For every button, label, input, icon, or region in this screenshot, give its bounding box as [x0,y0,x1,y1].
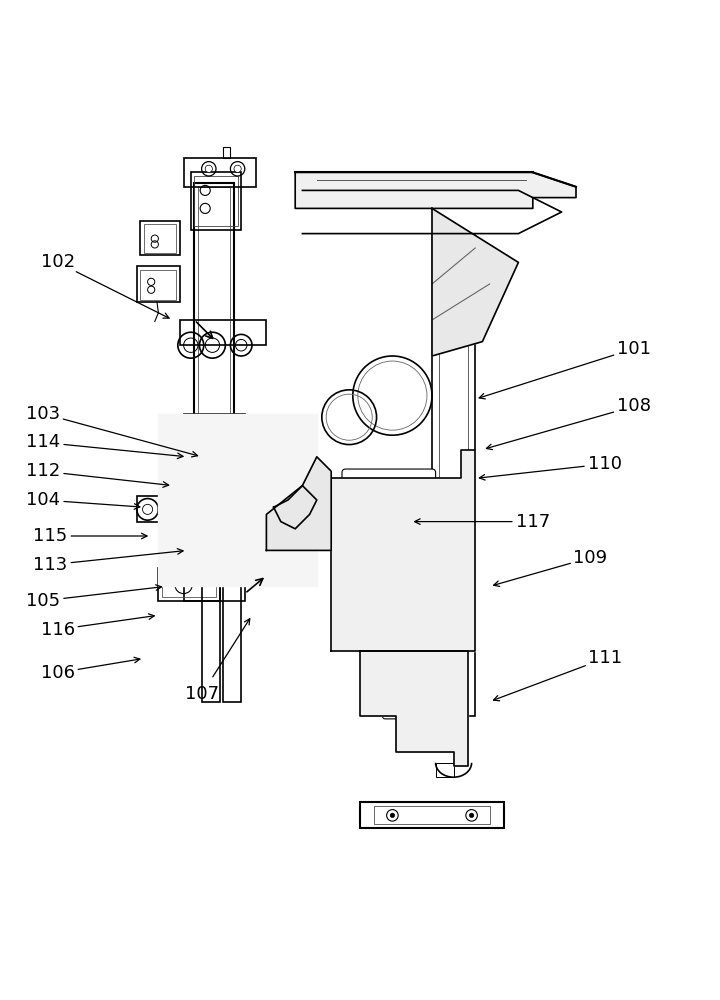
Circle shape [204,478,213,486]
Bar [191,172,241,230]
Circle shape [189,506,199,516]
Bar [140,221,180,255]
Bar [223,147,230,158]
Polygon shape [158,414,317,586]
Bar [216,417,274,468]
Polygon shape [302,190,562,234]
Text: 117: 117 [516,513,550,531]
Text: 116: 116 [40,621,75,639]
FancyBboxPatch shape [382,688,438,704]
Bar [436,763,454,777]
Bar [223,543,241,702]
Text: 110: 110 [588,455,622,473]
FancyBboxPatch shape [342,469,436,489]
Text: 109: 109 [573,549,608,567]
Bar [432,208,475,716]
Circle shape [469,813,474,818]
Bar [374,500,446,543]
Polygon shape [274,486,317,529]
Bar [180,320,266,345]
FancyBboxPatch shape [342,487,436,507]
Text: 111: 111 [588,649,622,667]
Bar [137,266,180,302]
Bar [194,176,238,226]
Polygon shape [266,457,331,550]
Bar [439,212,468,709]
Bar [140,270,176,300]
Text: 106: 106 [40,664,75,682]
Circle shape [310,519,317,527]
Bar [202,543,220,702]
Bar [198,187,230,540]
Text: 115: 115 [33,527,68,545]
Circle shape [205,165,212,172]
Text: 101: 101 [616,340,651,358]
Text: 102: 102 [40,253,75,271]
Text: 112: 112 [26,462,60,480]
Polygon shape [295,172,576,208]
Bar [184,158,256,187]
Text: 104: 104 [26,491,60,509]
Circle shape [390,813,395,818]
Polygon shape [331,450,475,651]
Circle shape [234,165,241,172]
Text: 105: 105 [26,592,60,610]
Bar [374,806,490,824]
Bar [144,224,176,253]
Bar [360,507,446,532]
Text: 108: 108 [616,397,651,415]
Text: 113: 113 [33,556,68,574]
Polygon shape [360,651,468,766]
Bar [158,568,220,601]
Text: 103: 103 [26,405,60,423]
Bar [184,414,245,601]
FancyBboxPatch shape [382,702,438,719]
Bar [137,496,184,522]
Bar [162,572,216,597]
Polygon shape [432,208,518,356]
Text: 107: 107 [184,685,219,703]
Text: 114: 114 [26,433,60,451]
Bar [360,802,504,828]
Bar [194,183,234,543]
